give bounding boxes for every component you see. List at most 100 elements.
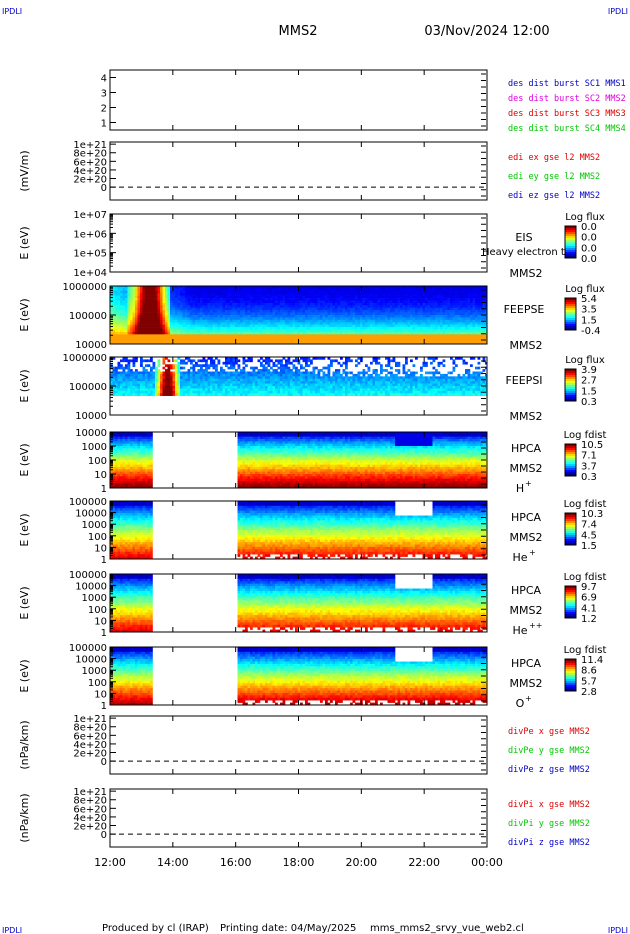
- spectrogram-cell: [435, 339, 438, 342]
- spectrogram-cell: [397, 341, 401, 344]
- spectrogram-cell: [275, 324, 278, 328]
- spectrogram-cell: [305, 315, 308, 318]
- spectrogram-cell: [317, 312, 321, 316]
- spectrogram-cell: [247, 312, 251, 316]
- spectrogram-cell: [380, 307, 383, 311]
- spectrogram-cell: [167, 390, 171, 394]
- spectrogram-cell: [175, 378, 178, 382]
- spectrogram-cell: [290, 371, 293, 375]
- spectrogram-cell: [187, 317, 191, 321]
- spectrogram-cell: [245, 288, 248, 292]
- spectrogram-cell: [450, 293, 453, 296]
- spectrogram-cell: [467, 305, 471, 309]
- spectrogram-cell: [175, 373, 178, 377]
- spectrogram-cell: [370, 300, 373, 304]
- spectrogram-cell: [160, 327, 163, 330]
- spectrogram-cell: [407, 288, 411, 292]
- spectrogram-cell: [217, 361, 221, 365]
- spectrogram-cell: [117, 307, 121, 311]
- spectrogram-cell: [127, 381, 131, 384]
- spectrogram-cell: [177, 300, 181, 304]
- spectrogram-cell: [355, 317, 358, 321]
- spectrogram-cell: [122, 357, 126, 360]
- spectrogram-cell: [282, 378, 286, 382]
- spectrogram-cell: [220, 305, 223, 309]
- spectrogram-cells: [110, 286, 487, 344]
- spectrogram-cell: [252, 373, 256, 377]
- spectrogram-cell: [327, 315, 331, 318]
- spectrogram-cell: [255, 307, 258, 311]
- spectrogram-cell: [210, 359, 213, 363]
- spectrogram-cell: [157, 293, 161, 296]
- spectrogram-cell: [452, 329, 456, 333]
- spectrogram-cell: [130, 293, 133, 296]
- spectrogram-cell: [150, 295, 153, 299]
- spectrogram-cell: [122, 334, 126, 338]
- spectrogram-cell: [310, 293, 313, 296]
- spectrogram-cell: [180, 341, 183, 344]
- spectrogram-cell: [115, 327, 118, 330]
- spectrogram-cell: [225, 364, 228, 367]
- spectrogram-cell: [377, 329, 381, 333]
- spectrogram-cell: [460, 334, 463, 338]
- spectrogram-cell: [190, 378, 193, 382]
- spectrogram-cell: [305, 290, 308, 294]
- spectrogram-cell: [155, 390, 158, 394]
- spectrogram-cell: [340, 307, 343, 311]
- spectrogram-cell: [260, 315, 263, 318]
- spectrogram-cell: [392, 293, 396, 296]
- spectrogram-cell: [300, 286, 303, 289]
- spectrogram-cell: [472, 324, 476, 328]
- spectrogram-cell: [442, 324, 446, 328]
- spectrogram-cell: [375, 315, 378, 318]
- spectrogram-cell: [117, 390, 121, 394]
- spectrogram-cell: [237, 327, 241, 330]
- spectrogram-cell: [445, 288, 448, 292]
- spectrogram-cell: [202, 290, 206, 294]
- spectrogram-cell: [447, 341, 451, 344]
- spectrogram-cell: [402, 310, 406, 313]
- spectrogram-cell: [455, 288, 458, 292]
- spectrogram-cell: [257, 310, 261, 313]
- spectrogram-cell: [122, 300, 126, 304]
- spectrogram-cell: [150, 383, 153, 387]
- spectrogram-cell: [307, 327, 311, 330]
- spectrogram-cell: [272, 376, 276, 380]
- spectrogram-cell: [415, 288, 418, 292]
- spectrogram-cell: [387, 331, 391, 335]
- spectrogram-cell: [377, 305, 381, 309]
- spectrogram-cell: [235, 390, 238, 394]
- spectrogram-cell: [427, 315, 431, 318]
- spectrogram-cell: [435, 331, 438, 335]
- spectrogram-cell: [435, 319, 438, 323]
- spectrogram-cell: [312, 290, 316, 294]
- spectrogram-cell: [232, 324, 236, 328]
- spectrogram-cell: [322, 376, 326, 380]
- spectrogram-cell: [475, 288, 478, 292]
- colorbar-tick: 0.0: [581, 222, 597, 233]
- spectrogram-cell: [225, 293, 228, 296]
- spectrogram-cell: [437, 317, 441, 321]
- spectrogram-cell: [117, 376, 121, 380]
- spectrogram-cell: [302, 298, 306, 301]
- spectrogram-cell: [155, 305, 158, 309]
- spectrogram-cell: [340, 322, 343, 325]
- spectrogram-cell: [200, 288, 203, 292]
- spectrogram-cell: [337, 286, 341, 289]
- spectrogram-cell: [210, 373, 213, 377]
- spectrogram-cell: [485, 298, 487, 301]
- spectrogram-cell: [192, 307, 196, 311]
- spectrogram-cell: [460, 327, 463, 330]
- spectrogram-cell: [172, 319, 176, 323]
- spectrogram-cell: [257, 373, 261, 377]
- spectrogram-cell: [305, 302, 308, 306]
- spectrogram-cell: [242, 290, 246, 294]
- spectrogram-cell: [437, 336, 441, 340]
- spectrogram-cell: [307, 357, 311, 360]
- spectrogram-cell: [385, 317, 388, 321]
- spectrogram-cell: [297, 290, 301, 294]
- spectrogram-cell: [295, 386, 298, 389]
- spectrogram-cell: [160, 383, 163, 387]
- spectrogram-cell: [437, 315, 441, 318]
- spectrogram-cell: [270, 331, 273, 335]
